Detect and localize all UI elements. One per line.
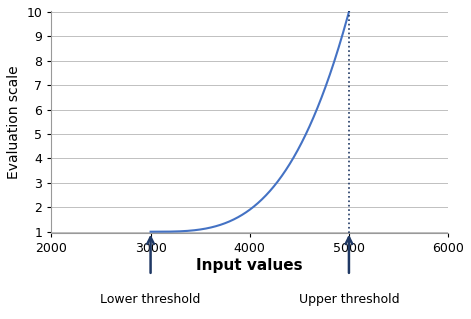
X-axis label: Input values: Input values [196, 258, 303, 273]
Text: Lower threshold: Lower threshold [100, 293, 201, 306]
Text: Upper threshold: Upper threshold [299, 293, 399, 306]
Y-axis label: Evaluation scale: Evaluation scale [7, 65, 21, 179]
